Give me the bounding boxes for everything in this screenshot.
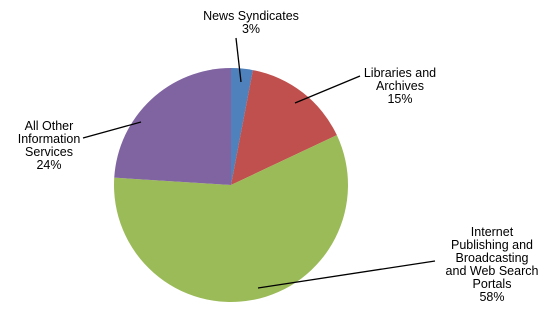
slice-name-line-1-1: Archives [376,79,424,93]
pie-slice-0 [231,68,253,185]
slice-name-line-2-1: Publishing and [451,238,533,252]
slice-value-0: 3% [242,22,260,36]
slice-name-line-2-3: and Web Search [446,264,539,278]
labels-layer: News Syndicates 3% Libraries and Archives 15… [18,9,539,304]
slice-name-line-2-0: Internet [471,225,514,239]
slice-name-line-3-0: All Other [25,119,74,133]
pie-slice-1 [231,70,337,185]
slices-layer [113,68,349,302]
slice-value-1: 15% [387,92,412,106]
slice-value-3: 24% [36,158,61,172]
leader-line-1 [294,75,361,104]
leader-lines-layer [82,37,436,289]
pie-slice-3 [114,68,231,185]
slice-name-line-3-1: Information [18,132,81,146]
leader-line-0 [235,37,242,83]
slice-label-0: News Syndicates 3% [203,9,299,36]
slice-name-line-2-2: Broadcasting [456,251,529,265]
slice-name-line-0-0: News Syndicates [203,9,299,23]
slice-label-1: Libraries and Archives 15% [364,66,436,106]
slice-name-line-3-2: Services [25,145,73,159]
slice-name-line-1-0: Libraries and [364,66,436,80]
pie-slice-2 [113,135,349,302]
leader-line-2 [257,260,436,289]
slice-label-2: Internet Publishing and Broadcasting and We… [446,225,539,304]
slice-value-2: 58% [479,290,504,304]
slice-label-3: All Other Information Services 24% [18,119,81,172]
slice-name-line-2-4: Portals [473,277,512,291]
leader-line-3 [82,121,142,139]
